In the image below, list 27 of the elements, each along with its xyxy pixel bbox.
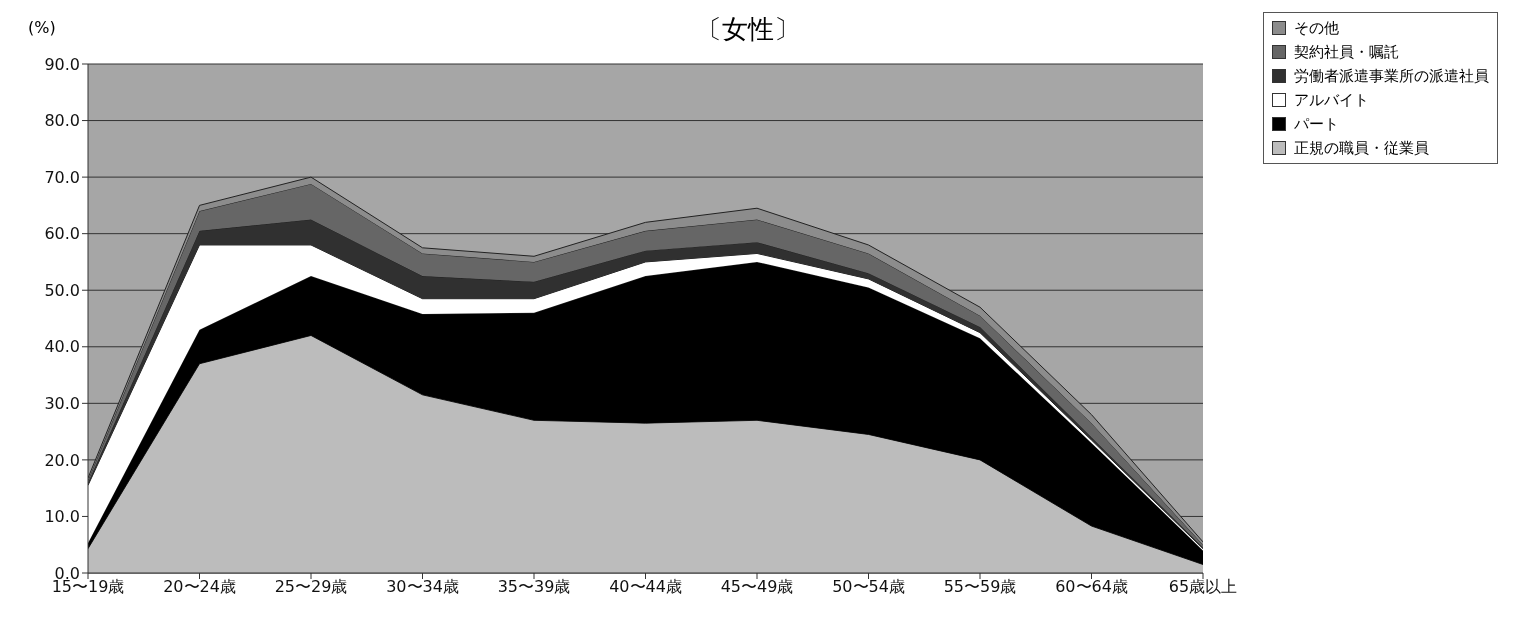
x-tick-label: 30〜34歳	[386, 577, 459, 597]
y-axis-title: (%)	[28, 18, 56, 37]
x-tick-label: 40〜44歳	[609, 577, 682, 597]
y-tick-label: 10.0	[44, 507, 80, 527]
chart-title: 〔女性〕	[695, 13, 801, 46]
x-tick-label: 45〜49歳	[720, 577, 794, 597]
y-tick-label: 20.0	[44, 450, 80, 470]
legend-label: パート	[1294, 114, 1339, 134]
legend-label: 正規の職員・従業員	[1294, 138, 1429, 158]
x-tick-label: 50〜54歳	[832, 577, 905, 597]
x-tick-label: 25〜29歳	[274, 577, 348, 597]
x-tick-label: 65歳以上	[1168, 577, 1238, 597]
legend-label: アルバイト	[1294, 90, 1369, 110]
y-tick-label: 70.0	[44, 167, 80, 187]
y-tick-label: 90.0	[44, 54, 80, 74]
y-tick-label: 40.0	[44, 337, 80, 357]
y-tick-label: 50.0	[44, 280, 80, 300]
y-tick-label: 80.0	[44, 111, 80, 131]
x-tick-label: 20〜24歳	[163, 577, 236, 597]
legend-label: 労働者派遣事業所の派遣社員	[1294, 66, 1489, 86]
x-tick-label: 60〜64歳	[1055, 577, 1128, 597]
x-tick-label: 55〜59歳	[943, 577, 1017, 597]
y-tick-label: 60.0	[44, 224, 80, 244]
legend-label: 契約社員・嘱託	[1294, 42, 1399, 62]
x-tick-label: 35〜39歳	[497, 577, 571, 597]
legend-label: その他	[1294, 18, 1339, 38]
y-tick-label: 30.0	[44, 394, 80, 414]
